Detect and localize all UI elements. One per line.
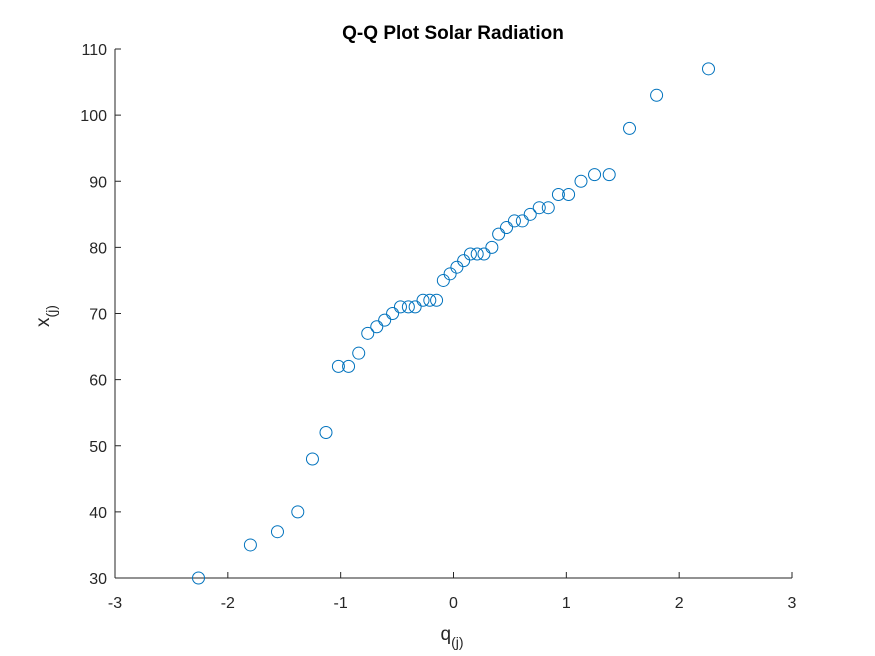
data-point xyxy=(270,525,284,539)
x-axis-label-main: q xyxy=(440,624,451,645)
data-point xyxy=(305,452,319,466)
data-point xyxy=(532,201,546,215)
data-point xyxy=(470,247,484,261)
x-tick-label: -1 xyxy=(334,595,348,612)
x-axis-label-subscript: (j) xyxy=(451,634,463,650)
data-point xyxy=(623,121,637,135)
data-point xyxy=(352,346,366,360)
data-point xyxy=(319,426,333,440)
data-point xyxy=(191,571,205,585)
x-tick-label: -2 xyxy=(221,595,235,612)
y-axis-label-subscript: (j) xyxy=(43,305,59,317)
x-tick-label: 1 xyxy=(562,595,571,612)
data-point xyxy=(423,293,437,307)
data-point xyxy=(477,247,491,261)
data-point xyxy=(401,300,415,314)
data-point xyxy=(650,88,664,102)
data-point xyxy=(551,187,565,201)
data-point xyxy=(331,359,345,373)
data-point xyxy=(588,168,602,182)
data-point xyxy=(408,300,422,314)
y-tick-label: 40 xyxy=(89,505,107,522)
y-tick-label: 70 xyxy=(89,307,107,324)
data-point xyxy=(507,214,521,228)
y-tick-label: 60 xyxy=(89,373,107,390)
x-tick-label: 2 xyxy=(675,595,684,612)
data-point xyxy=(562,187,576,201)
y-axis-label-main: x xyxy=(33,317,54,327)
data-point xyxy=(485,240,499,254)
data-point xyxy=(443,267,457,281)
y-tick-label: 80 xyxy=(89,240,107,257)
data-point xyxy=(450,260,464,274)
y-tick-label: 90 xyxy=(89,174,107,191)
data-point xyxy=(515,214,529,228)
data-point xyxy=(436,273,450,287)
x-tick-label: -3 xyxy=(108,595,122,612)
data-point xyxy=(602,168,616,182)
y-tick-label: 30 xyxy=(89,571,107,588)
axes: -3 -2 -1 0 1 2 3 30 40 50 60 70 80 90 100 110 xyxy=(80,42,796,612)
data-point xyxy=(378,313,392,327)
data-point xyxy=(342,359,356,373)
data-point xyxy=(430,293,444,307)
x-tick-label: 0 xyxy=(449,595,458,612)
plot-background xyxy=(115,49,792,578)
data-point xyxy=(393,300,407,314)
data-point xyxy=(291,505,305,519)
y-tick-label: 100 xyxy=(80,108,107,125)
data-point xyxy=(541,201,555,215)
y-tick-label: 50 xyxy=(89,439,107,456)
data-point xyxy=(702,62,716,76)
data-point xyxy=(574,174,588,188)
y-axis-label: x(j) xyxy=(33,305,59,327)
data-point xyxy=(370,320,384,334)
data-point xyxy=(457,254,471,268)
y-tick-label: 110 xyxy=(81,42,107,59)
x-tick-label: 3 xyxy=(788,595,797,612)
data-point xyxy=(361,326,375,340)
x-axis-label: q(j) xyxy=(440,624,463,650)
data-point xyxy=(500,221,514,235)
chart-title: Q-Q Plot Solar Radiation xyxy=(342,23,564,44)
data-point xyxy=(243,538,257,552)
data-point xyxy=(386,307,400,320)
data-point xyxy=(416,293,430,307)
data-point xyxy=(463,247,477,261)
data-point xyxy=(523,207,537,221)
data-point xyxy=(492,227,506,241)
data-points xyxy=(191,62,716,585)
